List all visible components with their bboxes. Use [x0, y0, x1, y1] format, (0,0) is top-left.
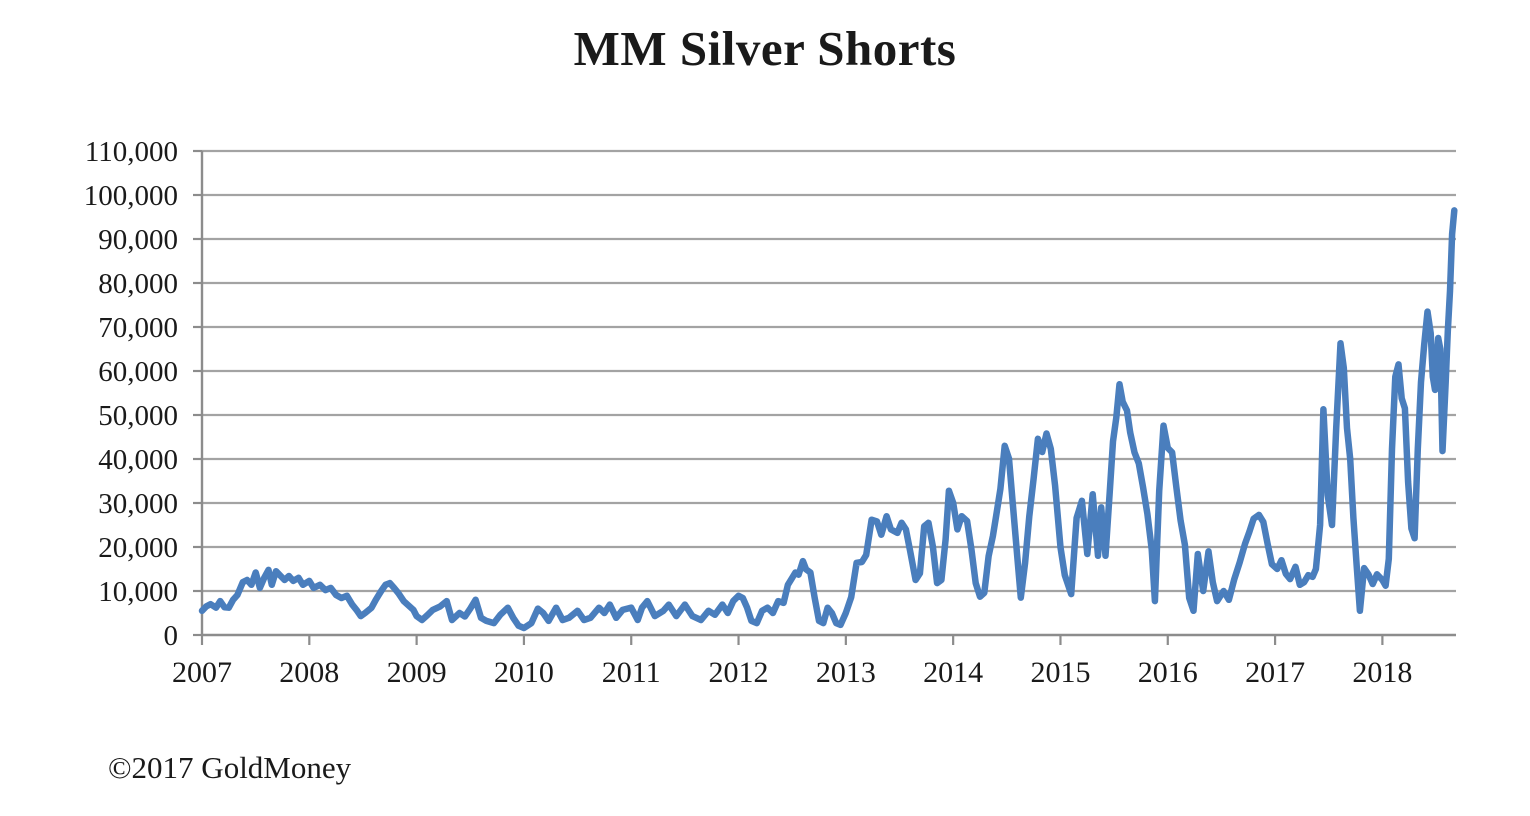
- x-tick-label: 2009: [387, 656, 447, 689]
- y-tick-label: 60,000: [98, 356, 178, 388]
- x-tick-label: 2018: [1352, 656, 1412, 689]
- copyright-text: ©2017 GoldMoney: [108, 750, 352, 785]
- series-line: [198, 207, 1458, 632]
- x-tick-label: 2008: [279, 656, 339, 689]
- y-tick-label: 10,000: [98, 576, 178, 608]
- x-tick-label: 2015: [1030, 656, 1090, 689]
- x-tick-label: 2012: [709, 656, 769, 689]
- x-tick-label: 2011: [602, 656, 661, 689]
- x-tick-label: 2007: [172, 656, 232, 689]
- y-tick-label: 70,000: [98, 312, 178, 344]
- x-tick-label: 2010: [494, 656, 554, 689]
- y-tick-label: 50,000: [98, 400, 178, 432]
- y-tick-label: 40,000: [98, 444, 178, 476]
- y-tick-label: 0: [164, 620, 179, 652]
- chart-title: MM Silver Shorts: [573, 21, 957, 76]
- y-tick-label: 20,000: [98, 532, 178, 564]
- y-tick-label: 30,000: [98, 488, 178, 520]
- x-tick-label: 2013: [816, 656, 876, 689]
- x-tick-label: 2014: [923, 656, 983, 689]
- y-tick-label: 100,000: [84, 180, 178, 212]
- x-tick-label: 2016: [1138, 656, 1198, 689]
- y-tick-label: 110,000: [85, 136, 178, 168]
- y-tick-label: 90,000: [98, 224, 178, 256]
- y-tick-label: 80,000: [98, 268, 178, 300]
- x-tick-label: 2017: [1245, 656, 1305, 689]
